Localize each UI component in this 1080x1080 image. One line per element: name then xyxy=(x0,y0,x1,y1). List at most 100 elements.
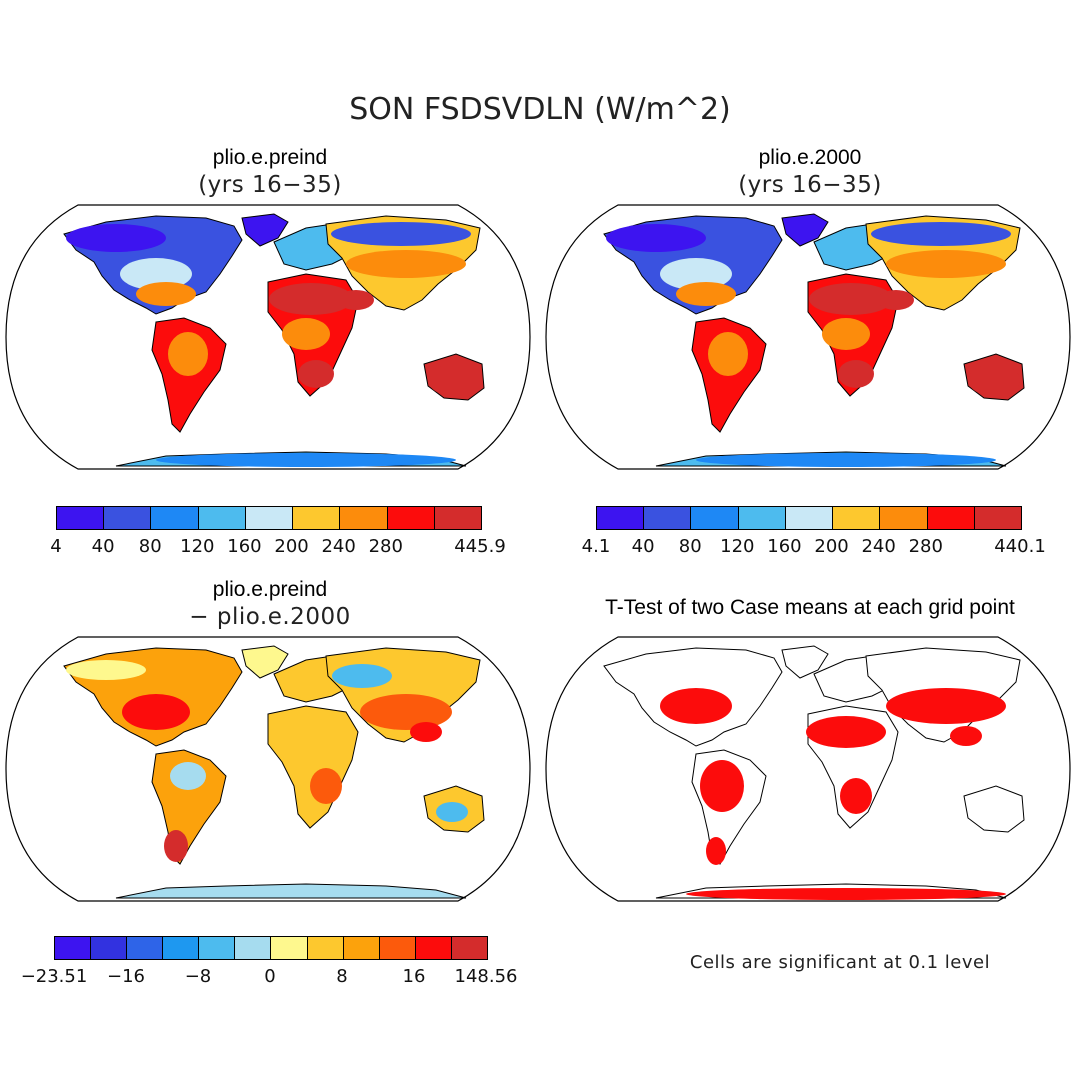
colorbar-swatch xyxy=(415,937,452,959)
significance-note: Cells are significant at 0.1 level xyxy=(689,952,991,973)
colorbar-tick-label: 120 xyxy=(180,536,215,557)
colorbar-swatch xyxy=(57,507,105,529)
map-difference xyxy=(5,636,531,902)
colorbar-tick-label: 445.9 xyxy=(454,536,506,557)
panel-title-preind: plio.e.preind xyxy=(212,146,328,169)
field-patch xyxy=(120,258,192,290)
colorbar-swatch xyxy=(434,507,481,529)
land-greenland xyxy=(781,213,829,247)
field-patch xyxy=(346,250,466,278)
colorbar-tick-label: 80 xyxy=(138,536,162,557)
panel-subtitle-preind: (yrs 16−35) xyxy=(198,172,342,198)
field-patch xyxy=(410,722,442,742)
land-australia xyxy=(963,785,1025,833)
field-patch xyxy=(331,222,471,246)
field-patch xyxy=(660,688,732,724)
colorbar-tick-label: 40 xyxy=(631,536,655,557)
field-patch xyxy=(606,224,706,252)
colorbar-tick-label: 80 xyxy=(678,536,702,557)
colorbar-swatch xyxy=(451,937,487,959)
colorbar-swatch xyxy=(127,937,164,959)
field-patch xyxy=(686,888,1006,900)
field-patch xyxy=(708,332,748,376)
colorbar-swatch xyxy=(340,507,388,529)
land-africa xyxy=(267,705,359,829)
field-patch xyxy=(886,250,1006,278)
colorbar-swatch xyxy=(691,507,739,529)
colorbar-tick-label: −8 xyxy=(184,966,212,987)
colorbar-tick-label: 148.56 xyxy=(454,966,518,987)
field-patch xyxy=(886,688,1006,724)
colorbar-swatch xyxy=(644,507,692,529)
field-patch xyxy=(170,762,206,790)
map-frame xyxy=(5,204,531,470)
field-patch xyxy=(66,660,146,680)
colorbar-tick-label: 160 xyxy=(227,536,262,557)
field-patch xyxy=(360,694,452,730)
map-frame xyxy=(5,636,531,902)
colorbar-tick-label: 40 xyxy=(91,536,115,557)
field-patch xyxy=(136,282,196,306)
colorbar-tick-label: 240 xyxy=(321,536,356,557)
colorbar-tick-label: 440.1 xyxy=(994,536,1046,557)
map-preind xyxy=(5,204,531,470)
colorbar-tick-label: 280 xyxy=(368,536,403,557)
colorbar-tick-label: 120 xyxy=(720,536,755,557)
field-patch xyxy=(122,694,190,730)
colorbar-swatch xyxy=(245,507,294,529)
land-greenland xyxy=(781,645,829,679)
field-patch xyxy=(838,360,874,388)
colorbar-swatch xyxy=(880,507,928,529)
colorbar-tick-label: 8 xyxy=(336,966,348,987)
field-patch xyxy=(950,726,982,746)
colorbar-swatch xyxy=(387,507,435,529)
panel-subtitle-2000: (yrs 16−35) xyxy=(738,172,882,198)
field-patch xyxy=(660,258,732,290)
colorbar-swatch xyxy=(198,507,246,529)
map-frame xyxy=(545,636,1071,902)
field-patch xyxy=(700,760,744,812)
field-patch xyxy=(706,837,726,865)
field-patch xyxy=(806,716,886,748)
colorbar-swatch xyxy=(343,937,380,959)
field-patch xyxy=(878,290,914,310)
colorbar-tick-label: 200 xyxy=(274,536,309,557)
colorbar-tick-label: 240 xyxy=(861,536,896,557)
field-patch xyxy=(428,364,480,396)
colorbar-swatch xyxy=(91,937,128,959)
colorbar-swatch xyxy=(974,507,1021,529)
colorbar-swatch xyxy=(833,507,881,529)
field-patch xyxy=(332,664,392,688)
colorbar-swatch xyxy=(104,507,152,529)
colorbar-tick-label: 280 xyxy=(908,536,943,557)
panel-subtitle-diff: − plio.e.2000 xyxy=(189,604,351,630)
field-patch xyxy=(968,364,1020,396)
colorbar-swatch xyxy=(293,507,341,529)
field-patch xyxy=(282,318,330,350)
field-patch xyxy=(809,283,893,315)
field-patch xyxy=(696,453,996,467)
colorbar-tick-label: 4.1 xyxy=(581,536,611,557)
colorbar-2000 xyxy=(596,506,1022,530)
field-patch xyxy=(436,802,468,822)
colorbar-swatch xyxy=(307,937,344,959)
field-patch xyxy=(822,318,870,350)
field-patch xyxy=(338,290,374,310)
colorbar-swatch xyxy=(738,507,786,529)
land-antarctica xyxy=(115,883,467,899)
colorbar-swatch xyxy=(55,937,92,959)
land-greenland xyxy=(241,645,289,679)
panel-title-diff: plio.e.preind xyxy=(212,578,328,601)
field-patch xyxy=(168,332,208,376)
map-ttest xyxy=(545,636,1071,902)
colorbar-preind xyxy=(56,506,482,530)
colorbar-tick-label: −23.51 xyxy=(20,966,88,987)
field-patch xyxy=(298,360,334,388)
colorbar-tick-label: 4 xyxy=(50,536,62,557)
colorbar-swatch xyxy=(271,937,308,959)
field-patch xyxy=(269,283,353,315)
colorbar-swatch xyxy=(927,507,975,529)
colorbar-tick-label: 160 xyxy=(767,536,802,557)
map-frame xyxy=(545,204,1071,470)
field-patch xyxy=(156,453,456,467)
